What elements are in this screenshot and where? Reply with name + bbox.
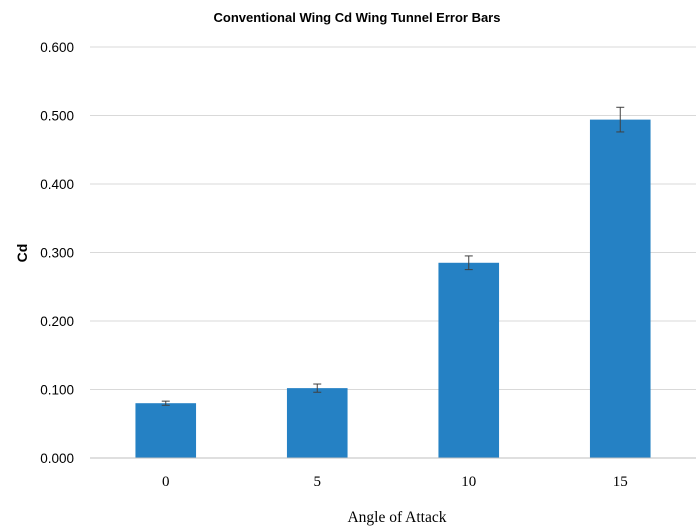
y-tick-label: 0.200 — [40, 314, 74, 329]
error-bar — [464, 255, 473, 271]
y-tick-label: 0.500 — [40, 109, 74, 124]
x-tick-label: 5 — [314, 474, 322, 490]
error-bars — [161, 106, 625, 406]
chart-title: Conventional Wing Cd Wing Tunnel Error B… — [214, 10, 501, 25]
error-bar — [313, 383, 322, 393]
x-axis-ticks: 0 5 10 15 — [162, 474, 628, 490]
error-bar — [161, 400, 170, 406]
bar — [589, 119, 651, 459]
y-tick-label: 0.300 — [40, 246, 74, 261]
error-bar — [616, 106, 625, 133]
y-tick-label: 0.600 — [40, 40, 74, 55]
bars — [135, 119, 651, 459]
x-tick-label: 0 — [162, 474, 170, 490]
x-tick-label: 10 — [461, 474, 476, 490]
y-axis-ticks: 0.000 0.100 0.200 0.300 0.400 0.500 0.600 — [40, 40, 74, 466]
y-tick-label: 0.000 — [40, 451, 74, 466]
x-tick-label: 15 — [613, 474, 628, 490]
bar — [286, 388, 348, 458]
x-axis-label: Angle of Attack — [347, 509, 446, 526]
bar — [135, 403, 197, 458]
bar — [438, 262, 500, 458]
y-axis-label: Cd — [14, 244, 30, 263]
y-tick-label: 0.400 — [40, 177, 74, 192]
y-tick-label: 0.100 — [40, 383, 74, 398]
